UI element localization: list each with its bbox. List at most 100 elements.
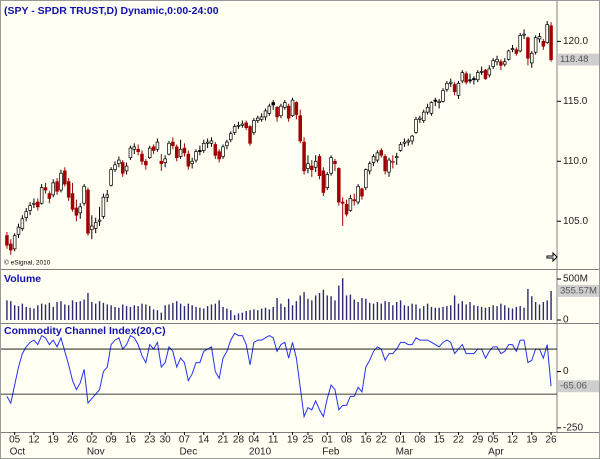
- volume-bar: [94, 303, 97, 321]
- candle-body: [74, 207, 79, 216]
- volume-bar: [392, 305, 394, 321]
- candle-body: [352, 199, 357, 202]
- volume-bar: [218, 300, 220, 321]
- candle-body: [503, 61, 507, 65]
- y-tick-label: 105.0: [563, 216, 588, 227]
- volume-bar: [110, 305, 112, 321]
- volume-bar: [534, 301, 537, 321]
- x-tick-label: 26: [546, 435, 558, 446]
- volume-bar: [368, 302, 371, 321]
- volume-bar: [191, 305, 193, 321]
- candle-body: [225, 141, 229, 147]
- volume-bar: [287, 298, 290, 321]
- volume-bar: [438, 307, 440, 321]
- candle-body: [240, 123, 245, 126]
- candle-body: [97, 219, 102, 222]
- candle-body: [429, 102, 434, 114]
- volume-bar: [52, 306, 54, 321]
- volume-bar: [187, 303, 190, 321]
- x-tick-label: 16: [125, 435, 137, 446]
- candle-body: [213, 144, 218, 156]
- volume-bar: [515, 306, 518, 321]
- candle-body: [437, 100, 441, 103]
- volume-bar: [48, 302, 51, 321]
- volume-bar: [307, 298, 309, 321]
- candle-body: [487, 68, 492, 76]
- candle-body: [271, 102, 275, 106]
- candle-body: [113, 164, 117, 171]
- candle-body: [105, 194, 110, 198]
- volume-bar: [488, 306, 491, 321]
- candle-body: [379, 150, 384, 156]
- volume-bar: [230, 310, 232, 321]
- candle-body: [136, 148, 140, 153]
- candle-body: [205, 141, 210, 144]
- volume-bar: [384, 301, 386, 321]
- last-value-label: -65.06: [560, 381, 587, 392]
- candle-body: [12, 235, 17, 250]
- volume-bar: [527, 288, 529, 321]
- candle-body: [248, 126, 252, 144]
- candle-body: [120, 162, 125, 174]
- candle-body: [518, 35, 522, 52]
- candle-body: [448, 81, 453, 84]
- candle-body: [86, 189, 90, 234]
- volume-bar: [260, 308, 263, 321]
- volume-bar: [257, 310, 259, 321]
- candle-body: [310, 165, 314, 171]
- candle-body: [410, 135, 414, 142]
- volume-bar: [388, 301, 390, 321]
- x-tick-label: 16: [360, 435, 372, 446]
- volume-bar: [149, 306, 151, 321]
- volume-bar: [473, 305, 475, 321]
- volume-bar: [550, 290, 552, 321]
- candle-body: [147, 147, 152, 159]
- candle-body: [28, 205, 32, 211]
- volume-bar: [21, 303, 24, 321]
- volume-bar: [299, 295, 301, 321]
- volume-bar: [403, 305, 406, 321]
- x-tick-label: 28: [233, 435, 245, 446]
- candle-body: [445, 82, 449, 90]
- volume-bar: [484, 307, 487, 321]
- volume-bar: [141, 303, 143, 321]
- candle-body: [441, 90, 445, 102]
- candle-body: [337, 168, 341, 203]
- volume-bar: [453, 295, 456, 321]
- candle-body: [479, 70, 484, 73]
- x-tick-label: 19: [48, 435, 60, 446]
- volume-bar: [133, 305, 135, 321]
- volume-bar: [396, 301, 398, 321]
- volume-bar: [71, 300, 74, 321]
- candle-body: [313, 160, 318, 168]
- x-tick-label: 08: [341, 435, 353, 446]
- last-value-box: [558, 380, 599, 393]
- x-tick-label: 02: [86, 435, 98, 446]
- volume-bar: [272, 306, 274, 321]
- candle-body: [425, 106, 430, 113]
- volume-bar: [199, 307, 201, 321]
- candle-body: [383, 156, 387, 172]
- scroll-icon[interactable]: [546, 251, 558, 263]
- volume-bar: [233, 315, 236, 321]
- volume-bar: [330, 296, 332, 321]
- x-tick-label: 05: [488, 435, 500, 446]
- candle-body: [82, 186, 86, 204]
- candle-body: [549, 25, 553, 60]
- last-value-label: 118.48: [560, 54, 588, 65]
- x-tick-label: 29: [472, 435, 484, 446]
- panel-title: Commodity Channel Index(20,C): [4, 325, 166, 337]
- candle-body: [418, 117, 422, 120]
- volume-bar: [531, 296, 533, 321]
- volume-bar: [98, 301, 101, 321]
- volume-bar: [87, 292, 89, 321]
- candle-body: [279, 105, 283, 117]
- candle-body: [171, 141, 175, 147]
- volume-bar: [353, 299, 355, 321]
- candle-body: [151, 146, 156, 151]
- volume-bar: [237, 313, 240, 321]
- volume-bar: [280, 303, 282, 321]
- candle-body: [290, 99, 295, 117]
- candle-body: [530, 53, 534, 64]
